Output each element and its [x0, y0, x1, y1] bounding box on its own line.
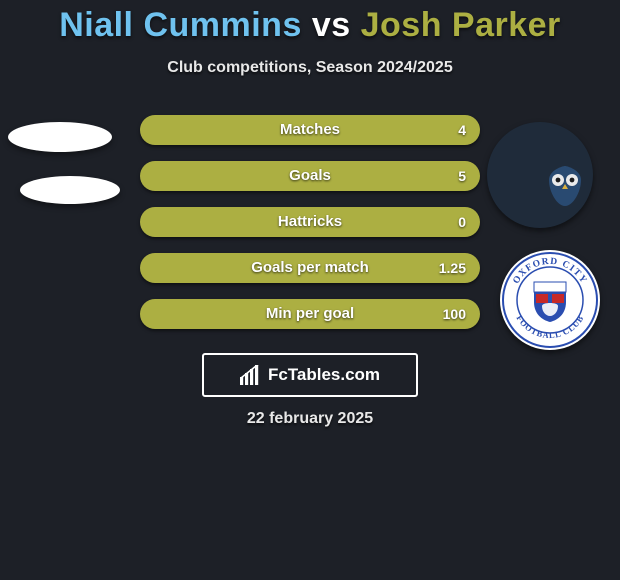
comparison-card: Niall Cummins vs Josh Parker Club compet…: [0, 0, 620, 580]
stat-value-right: 5: [458, 161, 480, 191]
footer-date: 22 february 2025: [0, 410, 620, 428]
stat-bar-right: [140, 299, 480, 329]
footer-brand-box: FcTables.com: [202, 353, 418, 397]
crest-icon: OXFORD CITY FOOTBALL CLUB: [500, 250, 600, 350]
stat-bar-right: [140, 161, 480, 191]
stat-value-right: 0: [458, 207, 480, 237]
stat-value-right: 4: [458, 115, 480, 145]
stat-bar-track: [140, 299, 480, 329]
stat-value-right: 1.25: [439, 253, 480, 283]
page-title: Niall Cummins vs Josh Parker: [0, 6, 620, 45]
subtitle: Club competitions, Season 2024/2025: [0, 59, 620, 77]
stat-bar-track: [140, 115, 480, 145]
stat-bar-right: [140, 115, 480, 145]
player2-name: Josh Parker: [361, 6, 561, 44]
club-badge-bottom: OXFORD CITY FOOTBALL CLUB: [500, 250, 600, 350]
owl-icon: [543, 164, 587, 208]
brand-prefix: Fc: [268, 365, 288, 384]
stat-bar-track: [140, 161, 480, 191]
title-vs: vs: [312, 6, 351, 44]
stat-value-right: 100: [443, 299, 480, 329]
footer-brand-text: FcTables.com: [268, 365, 380, 385]
avatar-ellipse: [20, 176, 120, 204]
brand-rest: Tables.com: [288, 365, 380, 384]
club-badge-top: [487, 122, 593, 228]
avatar-ellipse: [8, 122, 112, 152]
stat-bar-right: [140, 253, 480, 283]
stat-bar-track: [140, 253, 480, 283]
player1-name: Niall Cummins: [59, 6, 302, 44]
bar-chart-icon: [240, 365, 262, 385]
stat-bar-track: [140, 207, 480, 237]
stat-bar-right: [140, 207, 480, 237]
